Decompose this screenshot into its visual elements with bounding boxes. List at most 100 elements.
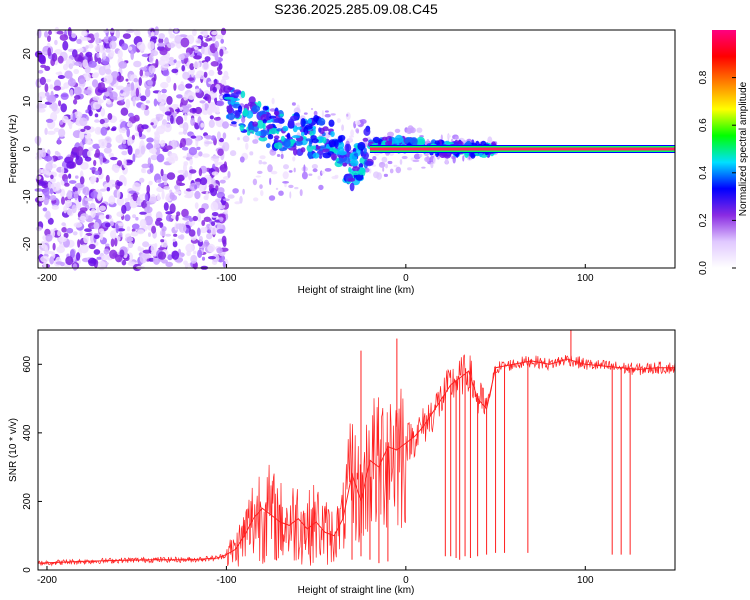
noise-blob	[160, 239, 165, 243]
noise-blob	[192, 28, 197, 37]
noise-blob	[58, 236, 67, 243]
noise-blob	[161, 173, 169, 182]
noise-blob	[139, 177, 145, 183]
noise-blob	[189, 63, 195, 71]
trend-blob	[300, 147, 306, 153]
noise-blob	[46, 130, 56, 135]
noise-blob	[280, 153, 284, 159]
trend-blob	[248, 96, 256, 104]
noise-blob	[189, 169, 197, 174]
noise-blob	[80, 162, 89, 170]
noise-blob	[245, 142, 249, 150]
noise-blob	[134, 183, 142, 187]
noise-blob	[43, 260, 48, 270]
noise-blob	[303, 164, 306, 173]
noise-blob	[210, 187, 218, 197]
noise-blob	[161, 190, 165, 200]
noise-blob	[426, 155, 430, 163]
noise-blob	[182, 129, 188, 135]
trend-blob	[310, 135, 317, 140]
noise-blob	[95, 36, 100, 45]
noise-blob	[242, 188, 245, 195]
noise-blob	[217, 70, 223, 76]
noise-blob	[122, 139, 127, 145]
noise-blob	[74, 54, 83, 62]
noise-blob	[196, 146, 201, 151]
noise-blob	[105, 214, 110, 219]
trend-blob	[349, 182, 355, 192]
snr-series	[37, 330, 676, 567]
noise-blob	[395, 166, 402, 174]
noise-blob	[115, 134, 124, 144]
noise-blob	[211, 171, 219, 176]
noise-blob	[389, 168, 394, 174]
trend-blob	[338, 134, 346, 142]
noise-blob	[211, 155, 220, 159]
snr-x-ticks: -200 -100 0 100	[37, 566, 594, 586]
noise-blob	[109, 221, 115, 227]
noise-blob	[73, 99, 78, 105]
noise-blob	[348, 137, 353, 142]
noise-blob	[262, 161, 267, 165]
noise-blob	[293, 167, 296, 173]
trend-blob	[283, 138, 291, 148]
noise-blob	[252, 178, 258, 186]
trend-blob	[234, 111, 241, 119]
trend-blob	[354, 152, 358, 157]
noise-blob	[157, 251, 167, 260]
noise-blob	[153, 143, 160, 150]
spectrogram-y-label: Frequency (Hz)	[8, 115, 19, 184]
noise-blob	[180, 138, 187, 148]
noise-blob	[96, 256, 102, 260]
noise-blob	[79, 244, 89, 254]
noise-blob	[187, 77, 195, 81]
noise-blob	[106, 86, 113, 93]
y-tick-label: -10	[22, 189, 33, 204]
x-tick-label: -100	[216, 273, 236, 284]
noise-blob	[93, 234, 100, 240]
noise-blob	[271, 97, 275, 105]
noise-blob	[117, 222, 124, 227]
noise-blob	[148, 148, 157, 154]
noise-blob	[61, 196, 65, 205]
noise-blob	[125, 98, 131, 109]
noise-blob	[185, 52, 190, 57]
noise-blob	[147, 41, 155, 51]
noise-blob	[346, 113, 349, 117]
noise-blob	[155, 113, 165, 118]
noise-blob	[110, 230, 117, 239]
trend-blob	[322, 126, 329, 132]
noise-blob	[174, 34, 183, 44]
trend-blob	[300, 118, 306, 127]
noise-blob	[99, 118, 105, 125]
noise-blob	[72, 263, 78, 271]
noise-blob	[211, 212, 219, 217]
noise-blob	[80, 128, 86, 132]
noise-blob	[72, 231, 78, 236]
noise-blob	[218, 137, 224, 143]
noise-blob	[102, 123, 109, 128]
noise-blob	[259, 155, 266, 160]
noise-blob	[218, 88, 223, 95]
noise-blob	[107, 113, 113, 120]
noise-blob	[184, 113, 188, 121]
noise-blob	[45, 234, 53, 242]
noise-blob	[203, 195, 208, 201]
noise-blob	[311, 164, 318, 169]
noise-blob	[387, 131, 394, 137]
noise-blob	[135, 148, 140, 155]
noise-blob	[99, 188, 107, 192]
noise-blob	[146, 201, 150, 212]
noise-blob	[216, 131, 221, 140]
noise-blob	[184, 215, 192, 219]
noise-blob	[98, 214, 105, 220]
noise-blob	[68, 63, 74, 70]
noise-blob	[63, 63, 68, 71]
trend-blob	[227, 105, 233, 114]
noise-blob	[61, 227, 67, 233]
noise-blob	[181, 65, 185, 72]
noise-blob	[118, 144, 127, 150]
noise-blob	[173, 233, 178, 237]
noise-blob	[40, 255, 50, 263]
noise-blob	[208, 184, 214, 189]
